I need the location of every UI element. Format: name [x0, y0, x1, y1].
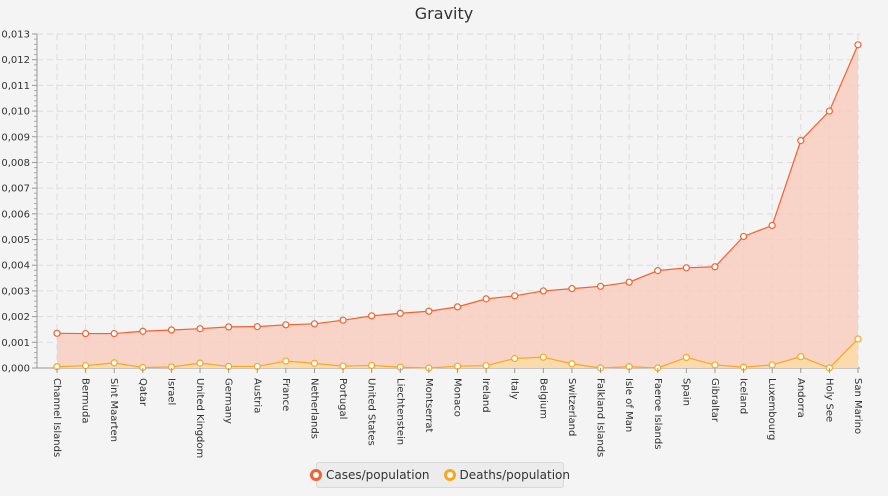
x-tick-label: Falkland Islands	[595, 378, 606, 457]
y-tick-label: 0,000	[1, 364, 30, 375]
legend-symbol-deaths	[443, 469, 456, 481]
data-point-0	[739, 232, 748, 241]
legend-item-cases: Cases/population	[310, 468, 430, 482]
data-point-1	[768, 361, 776, 369]
x-tick-label: Holy See	[823, 378, 834, 422]
data-point-0	[225, 323, 233, 331]
legend: Cases/population Deaths/population	[310, 462, 570, 488]
y-tick-label: 0,005	[1, 235, 30, 246]
data-point-0	[82, 329, 90, 338]
x-tick-label: Bermuda	[80, 378, 91, 424]
y-tick-label: 0,004	[1, 261, 30, 272]
y-tick-label: 0,002	[1, 312, 30, 323]
legend-item-deaths: Deaths/population	[443, 468, 570, 482]
x-tick-label: Iceland	[738, 378, 749, 414]
y-tick-label: 0,006	[1, 209, 30, 220]
x-tick-label: Austria	[251, 378, 262, 413]
y-tick-label: 0,010	[1, 107, 30, 118]
data-point-0	[711, 263, 719, 271]
x-tick-label: Montserrat	[423, 378, 434, 433]
x-tick-label: Germany	[223, 378, 234, 424]
x-tick-label: Isle of Man	[623, 378, 634, 432]
data-point-1	[482, 362, 490, 370]
data-point-0	[110, 329, 118, 338]
data-point-0	[53, 329, 61, 337]
x-tick-label: Sint Maarten	[108, 378, 119, 442]
legend-label-deaths: Deaths/population	[459, 468, 570, 482]
y-tick-label: 0,007	[1, 184, 30, 195]
y-tick-label: 0,011	[1, 81, 30, 92]
x-tick-label: Switzerland	[566, 378, 577, 436]
x-tick-label: San Marino	[852, 378, 863, 434]
x-tick-label: Monaco	[452, 378, 463, 417]
x-tick-label: United Kingdom	[194, 378, 205, 458]
data-point-1	[682, 353, 690, 362]
data-point-0	[625, 278, 633, 286]
x-tick-label: Italy	[509, 378, 520, 400]
data-point-1	[368, 361, 376, 370]
x-tick-label: France	[280, 378, 291, 411]
x-tick-label: Belgium	[537, 378, 548, 419]
y-tick-label: 0,012	[1, 55, 30, 66]
data-point-0	[425, 307, 433, 315]
data-point-0	[768, 221, 776, 230]
data-point-0	[196, 325, 204, 333]
series-area-0	[57, 44, 858, 368]
data-point-0	[339, 316, 347, 324]
data-point-1	[310, 359, 319, 367]
data-point-1	[82, 362, 90, 370]
chart-title: Gravity	[415, 4, 473, 23]
data-point-0	[825, 107, 833, 115]
legend-symbol-cases	[310, 469, 323, 481]
data-point-0	[654, 267, 662, 275]
data-point-1	[797, 353, 805, 361]
data-point-0	[310, 320, 319, 328]
data-point-1	[854, 335, 862, 343]
x-tick-label: Liechtenstein	[394, 378, 405, 445]
data-point-0	[854, 41, 862, 49]
y-tick-label: 0,001	[1, 338, 30, 349]
data-point-1	[110, 359, 118, 367]
data-point-0	[368, 312, 376, 320]
data-point-0	[539, 287, 547, 295]
x-tick-label: Ireland	[480, 378, 491, 413]
data-point-0	[682, 264, 690, 272]
x-tick-label: Gibraltar	[709, 378, 720, 423]
data-point-1	[196, 359, 204, 367]
y-tick-label: 0,009	[1, 132, 30, 143]
y-tick-label: 0,008	[1, 158, 30, 169]
x-tick-label: Netherlands	[308, 378, 319, 439]
x-tick-label: Spain	[680, 378, 691, 406]
data-point-0	[167, 326, 176, 334]
x-tick-label: Qatar	[137, 378, 148, 407]
x-tick-label: Faeroe Islands	[652, 378, 663, 449]
data-point-0	[453, 303, 462, 311]
x-tick-label: Channel Islands	[51, 378, 62, 457]
data-point-1	[282, 357, 290, 365]
data-point-0	[282, 321, 290, 329]
data-point-0	[596, 282, 605, 290]
series-area-1	[57, 338, 858, 368]
x-tick-label: Andorra	[795, 378, 806, 418]
data-point-0	[511, 292, 519, 300]
data-point-1	[539, 353, 547, 361]
data-point-1	[711, 361, 719, 369]
data-point-0	[396, 309, 404, 317]
data-point-0	[253, 323, 261, 331]
y-tick-label: 0,003	[1, 286, 30, 297]
y-tick-label: 0,013	[1, 30, 30, 41]
data-point-1	[511, 354, 519, 363]
data-point-1	[568, 360, 576, 368]
data-point-0	[797, 137, 805, 145]
x-tick-label: Portugal	[337, 378, 348, 419]
data-point-0	[482, 295, 490, 303]
x-tick-label: Israel	[165, 378, 176, 405]
x-tick-label: Luxembourg	[766, 378, 777, 440]
data-point-0	[568, 285, 576, 293]
x-tick-label: United States	[366, 378, 377, 446]
data-point-0	[139, 327, 147, 335]
legend-label-cases: Cases/population	[326, 468, 430, 482]
